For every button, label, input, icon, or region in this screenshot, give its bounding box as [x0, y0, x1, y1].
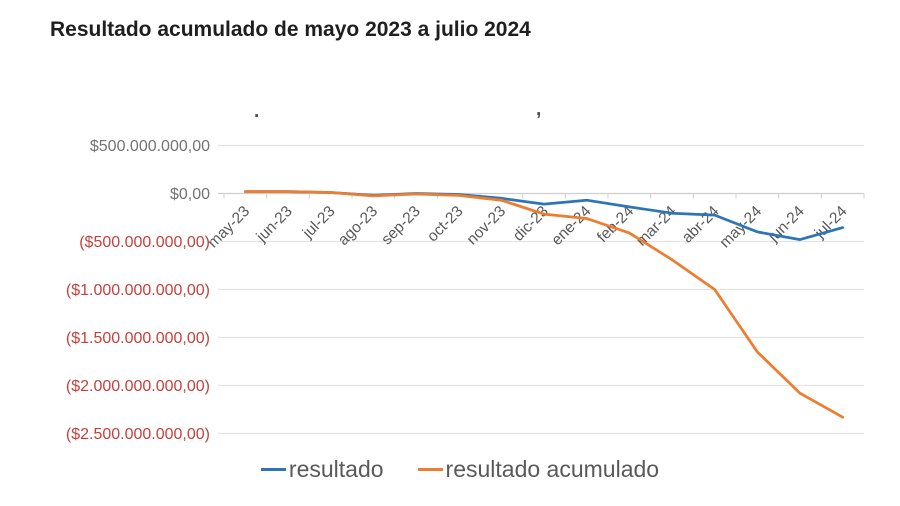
y-axis-label: ($1.500.000.000,00) [66, 330, 210, 347]
legend-item-resultado: resultado [260, 456, 384, 483]
x-axis-label: may-23 [205, 203, 254, 252]
chart-title: Resultado acumulado de mayo 2023 a julio… [50, 18, 531, 41]
legend-item-resultado-acumulado: resultado acumulado [417, 456, 660, 483]
legend-line-swatch-blue [260, 468, 286, 471]
x-axis-label: jun-23 [253, 203, 296, 246]
y-axis-label: $0,00 [170, 186, 210, 203]
x-axis-label: jul-24 [811, 203, 851, 243]
x-axis-label: may-24 [717, 203, 766, 252]
series-line-resultado-acumulado [243, 190, 845, 419]
legend-line-swatch-orange [417, 468, 443, 471]
stray-mark: , [536, 99, 542, 120]
x-axis-label: jul-23 [299, 203, 339, 243]
y-axis-label: $500.000.000,00 [90, 138, 210, 155]
y-axis-label: ($500.000.000,00) [79, 234, 210, 251]
stray-mark: . [254, 101, 260, 122]
legend-label: resultado acumulado [445, 456, 660, 482]
x-axis-label: oct-23 [424, 203, 466, 245]
chart-legend: resultado resultado acumulado [100, 456, 820, 483]
y-axis-label: ($1.000.000.000,00) [66, 282, 210, 299]
legend-label: resultado [288, 456, 384, 482]
y-axis-label: ($2.000.000.000,00) [66, 378, 210, 395]
y-axis-label: ($2.500.000.000,00) [66, 426, 210, 443]
